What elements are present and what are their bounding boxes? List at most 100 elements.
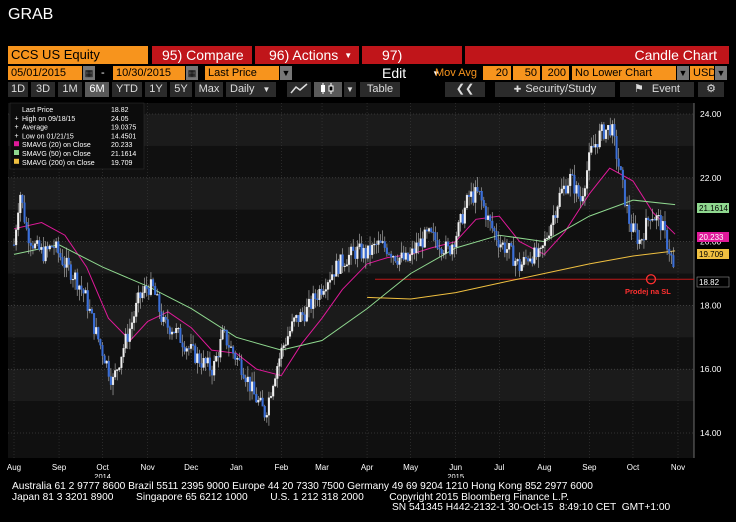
candle-up bbox=[17, 212, 20, 230]
candle-down bbox=[354, 250, 357, 259]
currency-select[interactable]: USD bbox=[690, 66, 716, 80]
candle-down bbox=[468, 195, 471, 197]
ticker-field[interactable]: CCS US Equity bbox=[8, 46, 148, 64]
period-max[interactable]: Max bbox=[195, 82, 223, 97]
legend-value: 14.4501 bbox=[111, 133, 136, 140]
x-tick-label: Apr bbox=[361, 463, 374, 472]
right-label-box bbox=[697, 249, 729, 259]
candle-down bbox=[42, 247, 45, 262]
period-6m[interactable]: 6M bbox=[85, 82, 109, 97]
price-type-select[interactable]: Last Price bbox=[205, 66, 279, 80]
candle-up bbox=[269, 396, 273, 398]
candle-up bbox=[130, 322, 134, 329]
candle-down bbox=[430, 228, 433, 233]
candle-down bbox=[425, 229, 428, 232]
candle-down bbox=[107, 360, 110, 377]
candle-up bbox=[541, 245, 544, 249]
frequency-select[interactable]: Daily ▼ bbox=[226, 82, 276, 97]
candle-up bbox=[71, 278, 75, 281]
lower-chart-select[interactable]: No Lower Chart bbox=[572, 66, 676, 80]
candle-down bbox=[253, 381, 256, 395]
legend-label: Last Price bbox=[22, 107, 53, 114]
candle-up bbox=[545, 237, 549, 240]
candle-down bbox=[109, 376, 112, 385]
candle-down bbox=[518, 259, 521, 271]
candle-down bbox=[659, 215, 662, 231]
end-date-field[interactable]: 10/30/2015 bbox=[113, 66, 185, 80]
candle-up bbox=[520, 264, 523, 271]
candle-up bbox=[114, 370, 117, 378]
candle-down bbox=[440, 249, 443, 254]
candle-up bbox=[651, 219, 654, 221]
candle-up bbox=[141, 292, 144, 299]
back-arrows-icon[interactable]: ❮❮ bbox=[445, 82, 485, 97]
candle-up bbox=[626, 204, 629, 206]
candle-down bbox=[577, 185, 580, 197]
candle-up bbox=[295, 315, 298, 318]
candle-chart-icon[interactable] bbox=[314, 82, 342, 97]
candle-up bbox=[36, 240, 39, 244]
compare-label: 95) Compare bbox=[162, 47, 244, 63]
line-chart-icon[interactable] bbox=[287, 82, 311, 97]
candle-down bbox=[564, 185, 568, 194]
candle-down bbox=[360, 243, 363, 259]
chevron-down-icon[interactable]: ▼ bbox=[344, 82, 356, 97]
ma2-field[interactable]: 50 bbox=[513, 66, 540, 80]
candle-up bbox=[543, 238, 546, 246]
legend-marker: + bbox=[14, 115, 18, 122]
right-value-labels: 21.1614 20.233 19.709 18.82 bbox=[696, 203, 730, 288]
period-1y[interactable]: 1Y bbox=[145, 82, 167, 97]
chevron-down-icon[interactable]: ▼ bbox=[280, 66, 292, 80]
start-date-field[interactable]: 05/01/2015 bbox=[8, 66, 82, 80]
period-1d[interactable]: 1D bbox=[8, 82, 28, 97]
actions-button[interactable]: 96) Actions ▼ bbox=[255, 46, 359, 64]
candle-down bbox=[480, 190, 483, 201]
ma1-field[interactable]: 20 bbox=[483, 66, 511, 80]
candle-up bbox=[644, 217, 648, 240]
candle-up bbox=[280, 347, 283, 359]
edit-button[interactable]: 97) Edit ▼ bbox=[362, 46, 462, 81]
candle-down bbox=[609, 125, 612, 136]
candle-down bbox=[187, 348, 190, 350]
security-study-button[interactable]: ✚ Security/Study bbox=[495, 82, 615, 97]
chart-type-button[interactable]: Candle Chart bbox=[465, 46, 729, 64]
candle-up bbox=[88, 308, 91, 311]
period-1m[interactable]: 1M bbox=[58, 82, 82, 97]
candle-down bbox=[76, 272, 79, 290]
calendar-icon[interactable]: ▦ bbox=[186, 66, 198, 80]
candle-up bbox=[215, 356, 218, 362]
candle-up bbox=[567, 185, 570, 194]
candle-down bbox=[151, 279, 155, 287]
period-ytd[interactable]: YTD bbox=[112, 82, 142, 97]
candle-up bbox=[600, 124, 603, 132]
table-button[interactable]: Table bbox=[360, 82, 400, 97]
candle-up bbox=[594, 144, 597, 148]
x-tick-label: Aug bbox=[7, 463, 21, 472]
candle-up bbox=[398, 257, 401, 265]
gear-icon[interactable]: ⚙ bbox=[698, 82, 724, 97]
flag-icon: ⚑ bbox=[633, 83, 644, 95]
compare-button[interactable]: 95) Compare bbox=[152, 46, 252, 64]
candle-down bbox=[101, 345, 104, 356]
candle-up bbox=[202, 358, 205, 368]
candle-down bbox=[449, 245, 452, 255]
x-tick-label: Nov bbox=[141, 463, 155, 472]
calendar-icon[interactable]: ▦ bbox=[83, 66, 95, 80]
candle-up bbox=[34, 243, 37, 249]
candle-up bbox=[419, 238, 422, 247]
candle-up bbox=[604, 129, 608, 139]
candle-up bbox=[550, 224, 553, 236]
candle-down bbox=[495, 230, 498, 241]
candle-up bbox=[562, 185, 565, 190]
event-button[interactable]: ⚑ Event bbox=[620, 82, 694, 97]
chevron-down-icon: ▼ bbox=[344, 51, 353, 61]
band bbox=[8, 369, 694, 402]
ma3-field[interactable]: 200 bbox=[542, 66, 569, 80]
period-5y[interactable]: 5Y bbox=[170, 82, 192, 97]
chevron-down-icon[interactable]: ▼ bbox=[677, 66, 689, 80]
candle-up bbox=[655, 215, 658, 221]
candle-up bbox=[111, 376, 115, 385]
period-3d[interactable]: 3D bbox=[31, 82, 55, 97]
chevron-down-icon[interactable]: ▼ bbox=[715, 66, 727, 80]
